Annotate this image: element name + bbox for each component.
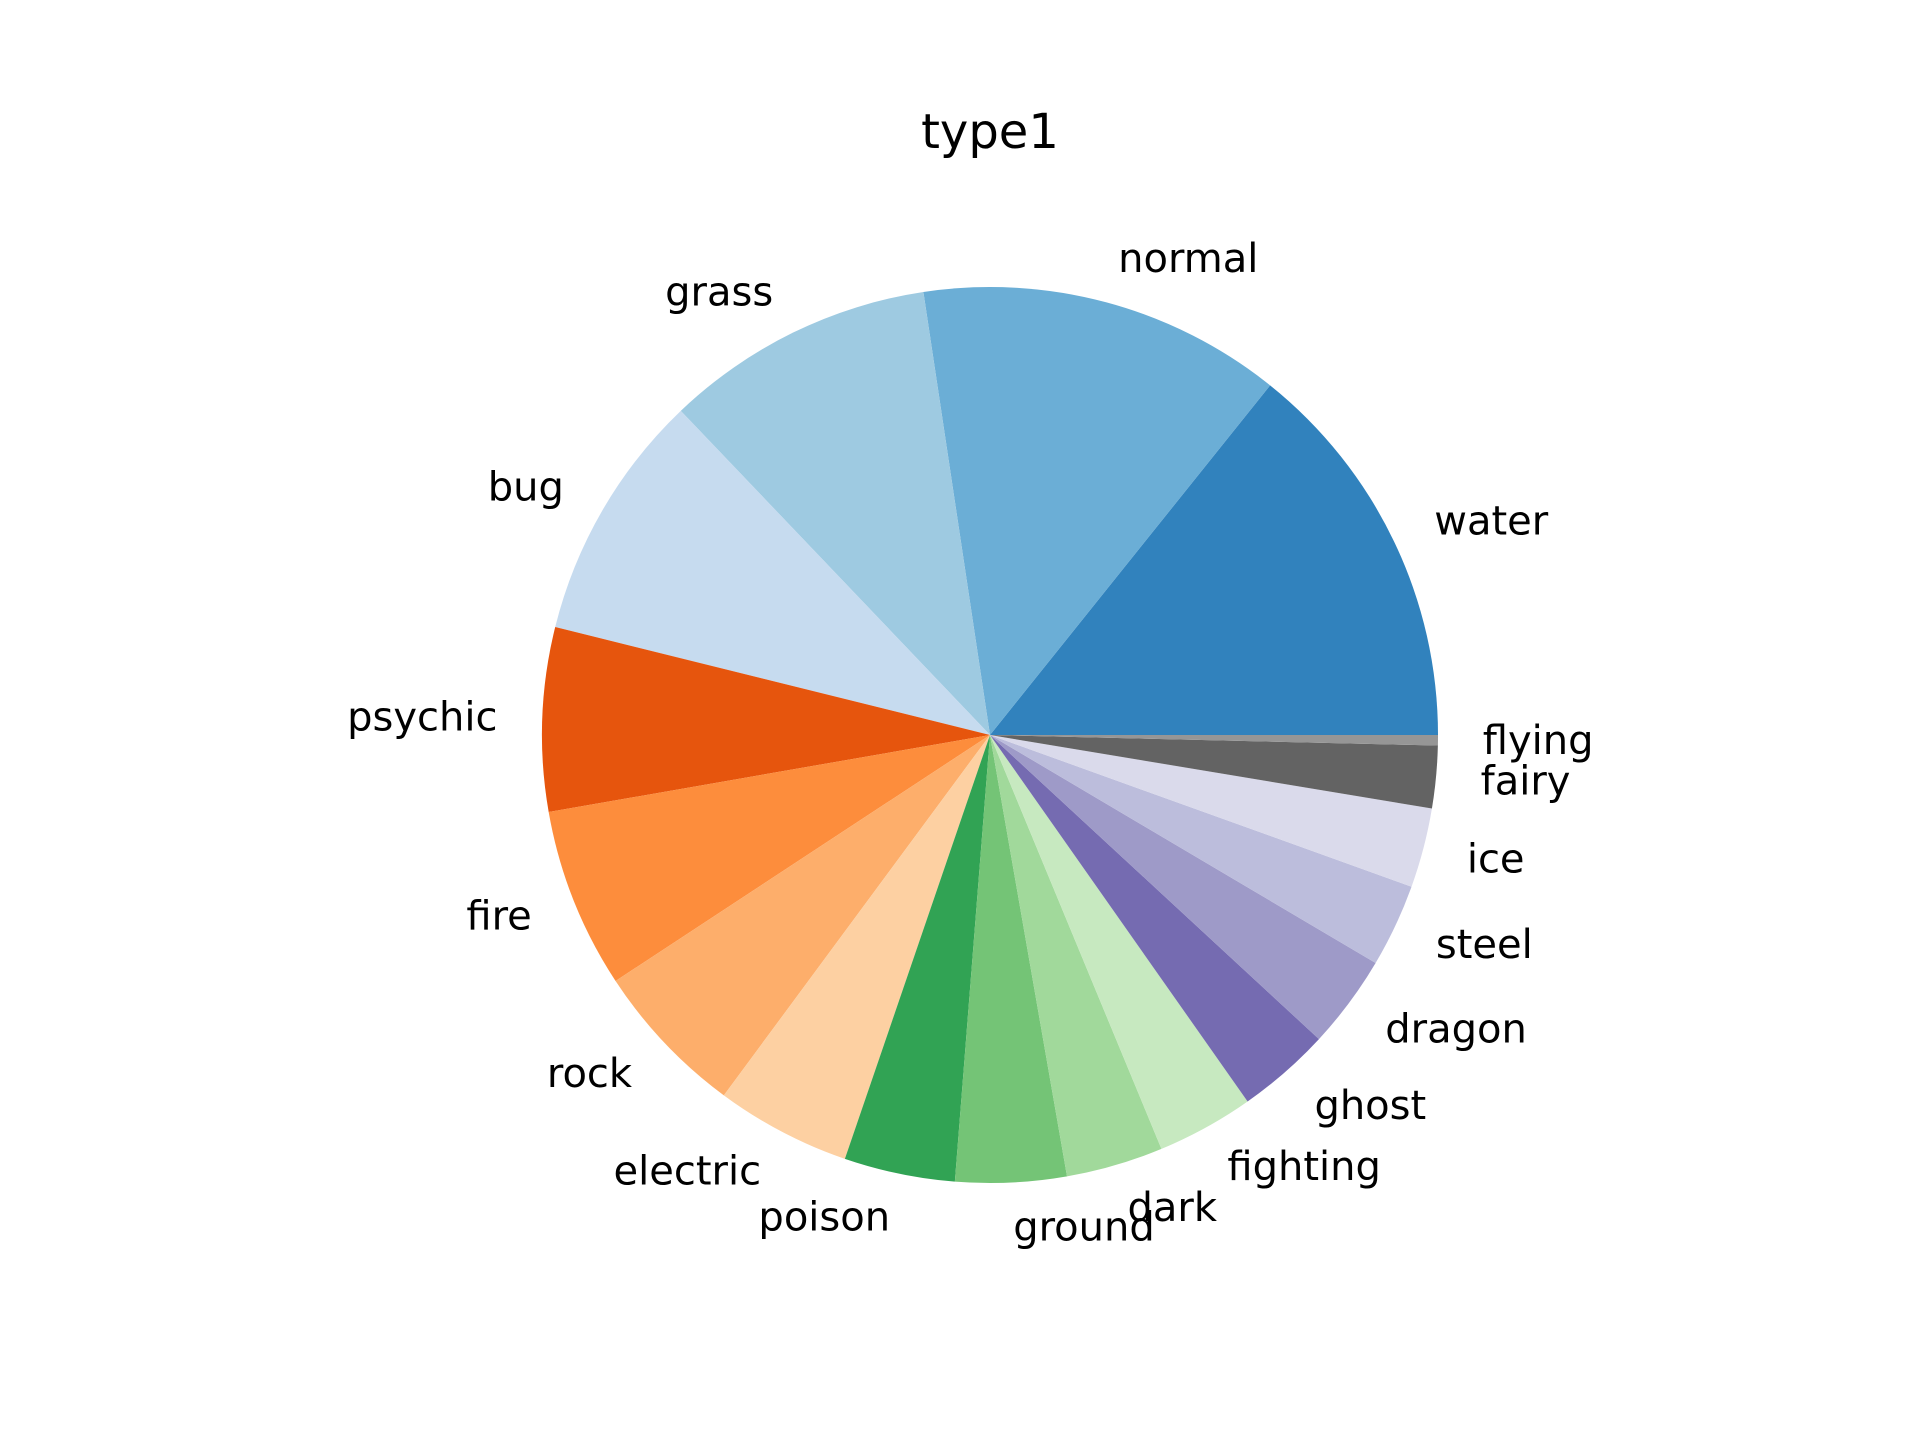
pie-label-psychic: psychic (347, 695, 497, 741)
pie-label-fire: fire (466, 893, 531, 939)
pie-slice-dark (990, 735, 1162, 1177)
pie-label-ground: ground (1013, 1204, 1155, 1250)
pie-slice-fighting (990, 735, 1248, 1149)
pie-slice-ghost (990, 735, 1319, 1102)
pie-label-dragon: dragon (1385, 1006, 1527, 1052)
pie-slice-grass (680, 291, 990, 735)
pie-label-steel: steel (1436, 922, 1533, 968)
pie-slice-psychic (541, 627, 990, 813)
pie-slice-water (990, 385, 1438, 735)
pie-label-flying: flying (1483, 718, 1594, 764)
pie-label-bug: bug (488, 464, 564, 510)
pie-label-fighting: fighting (1227, 1144, 1380, 1190)
pie-slice-normal (923, 287, 1271, 735)
pie-slice-steel (990, 735, 1412, 964)
pie-label-dark: dark (1127, 1185, 1217, 1231)
pie-slice-electric (723, 735, 990, 1159)
pie-label-normal: normal (1118, 236, 1258, 282)
pie-slices (541, 287, 1438, 1184)
pie-label-electric: electric (614, 1148, 762, 1194)
chart-title: type1 (921, 104, 1059, 160)
pie-slice-flying (990, 735, 1438, 746)
pie-labels: water normal grass bug psychic fire rock electr… (347, 236, 1593, 1250)
pie-label-rock: rock (547, 1051, 633, 1097)
pie-slice-fire (548, 735, 990, 981)
pie-slice-dragon (990, 735, 1376, 1040)
pie-label-water: water (1434, 499, 1549, 545)
pie-label-ghost: ghost (1314, 1083, 1426, 1129)
pie-slice-fairy (990, 735, 1438, 809)
pie-slice-bug (555, 410, 990, 735)
pie-slice-poison (844, 735, 990, 1182)
pie-label-grass: grass (665, 269, 773, 315)
pie-label-fairy: fairy (1481, 758, 1571, 804)
pie-slice-rock (615, 735, 990, 1096)
pie-slice-ground (954, 735, 1068, 1184)
pie-label-ice: ice (1467, 836, 1525, 882)
pie-slice-ice (990, 735, 1432, 887)
pie-label-poison: poison (758, 1195, 890, 1241)
